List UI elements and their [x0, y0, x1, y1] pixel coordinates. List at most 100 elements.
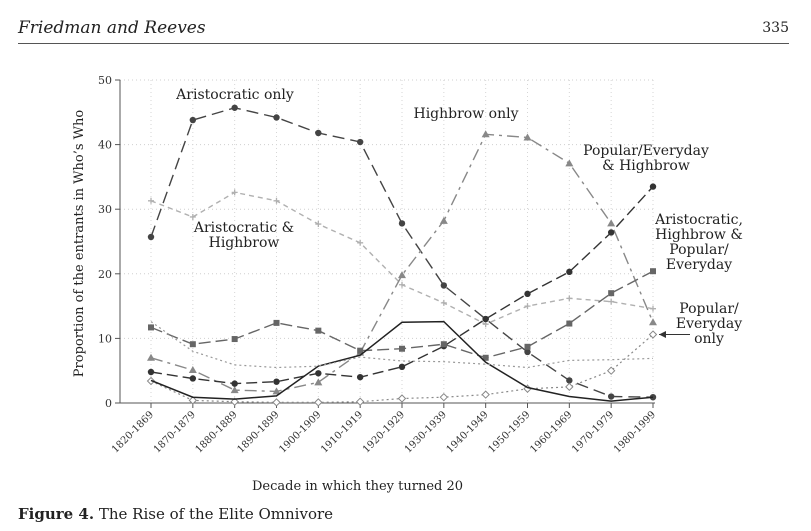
annotation-2-line-0: Popular/Everyday: [583, 143, 709, 159]
annotation-5-line-1: Everyday: [676, 316, 742, 332]
annotation-1-line-0: Highbrow only: [413, 106, 518, 122]
series-3-point-8: [482, 315, 489, 323]
y-tick-label-0: 0: [105, 397, 112, 410]
series-4-point-0: [148, 324, 154, 331]
series-2-point-9: [523, 133, 532, 141]
series-1-point-2: [231, 189, 238, 196]
page-number: 335: [762, 20, 789, 36]
series-4-point-5: [357, 347, 364, 354]
annotation-3-line-0: Aristocratic &: [193, 220, 294, 236]
series-5-point-4: [314, 398, 323, 407]
series-2-point-7: [439, 216, 448, 224]
series-4-point-1: [189, 341, 196, 348]
x-tick-label-4: 1900-1909: [277, 409, 323, 455]
x-axis-title: Decade in which they turned 20: [252, 479, 463, 494]
series-3-point-3: [273, 378, 280, 385]
series-0-point-4: [315, 129, 322, 137]
figure-title: The Rise of the Elite Omnivore: [98, 505, 334, 523]
series-4-point-7: [440, 341, 447, 348]
x-tick-label-3: 1890-1899: [235, 409, 281, 455]
series-1-point-11: [608, 298, 615, 305]
y-axis-title: Proportion of the entrants in Who’s Who: [72, 110, 87, 378]
annotation-5-arrow-head: [659, 331, 666, 339]
annotation-2-line-1: & Highbrow: [602, 158, 690, 174]
series-3-point-1: [189, 375, 197, 382]
series-line-6: [150, 320, 654, 402]
series-4-point-4: [315, 327, 322, 334]
annotation-5-line-0: Popular/: [679, 301, 739, 317]
series-1-point-12: [650, 305, 656, 312]
annotation-4-line-0: Aristocratic,: [654, 212, 743, 228]
series-4-point-10: [566, 320, 573, 327]
x-tick-label-9: 1950-1959: [486, 409, 532, 455]
series-3-point-11: [607, 229, 615, 236]
x-tick-label-7: 1930-1939: [403, 409, 449, 455]
series-1-point-5: [357, 239, 364, 246]
header-rule: [18, 43, 789, 44]
series-2-point-0: [147, 353, 155, 361]
x-tick-label-8: 1940-1949: [445, 409, 491, 455]
series-2-point-3: [272, 387, 281, 395]
series-1-point-4: [315, 221, 322, 228]
series-2-point-8: [481, 130, 490, 138]
annotation-0-line-0: Aristocratic only: [175, 87, 294, 103]
series-0-point-6: [398, 220, 406, 227]
series-2-point-11: [607, 219, 616, 227]
series-2-point-12: [649, 318, 657, 326]
annotation-4-line-2: Popular/: [669, 242, 729, 258]
series-4-point-12: [650, 268, 656, 275]
series-5-point-3: [272, 398, 281, 407]
y-tick-label-2: 20: [98, 268, 112, 281]
series-1-point-0: [148, 197, 154, 204]
line-chart: 0 10 20 30 40 50 1820-18691870-18791880-188918…: [72, 74, 743, 494]
series-5-point-10: [565, 382, 574, 392]
running-header-authors: Friedman and Reeves: [18, 18, 206, 38]
series-0-point-1: [189, 116, 197, 124]
series-5-point-7: [439, 392, 449, 402]
y-tick-label-5: 50: [98, 74, 112, 87]
series-4-point-9: [524, 343, 531, 350]
series-3-point-0: [147, 368, 155, 376]
series-0-point-11: [607, 393, 615, 400]
series-4-point-6: [399, 345, 405, 352]
series-line-7: [150, 321, 654, 369]
series-3-point-12: [649, 183, 657, 190]
series-1-point-9: [524, 303, 531, 310]
series-0-point-3: [273, 114, 280, 121]
x-tick-label-12: 1980-1999: [612, 409, 658, 455]
series-4-point-2: [231, 336, 238, 343]
y-tick-label-4: 40: [98, 139, 112, 152]
series-0-point-2: [231, 104, 238, 111]
y-tick-label-1: 10: [98, 332, 112, 345]
series-0-point-12: [649, 393, 657, 401]
series-5-point-2: [230, 397, 239, 406]
series-0-point-5: [356, 138, 364, 146]
y-tick-label-3: 30: [98, 203, 112, 216]
series-1-point-7: [440, 299, 447, 306]
series-0-point-10: [566, 377, 573, 384]
annotation-3-line-1: Highbrow: [209, 235, 280, 251]
figure-caption: Figure 4. The Rise of the Elite Omnivore: [18, 505, 333, 523]
series-3-point-4: [315, 370, 322, 377]
series-0-point-0: [147, 233, 155, 241]
series-3-point-10: [566, 268, 573, 276]
series-2-point-1: [188, 366, 197, 374]
series-5-point-5: [355, 397, 365, 406]
annotation-4-line-1: Highbrow &: [655, 227, 743, 243]
annotation-5-line-2: only: [694, 331, 724, 347]
series-5-point-6: [397, 394, 407, 403]
series-2-point-2: [230, 386, 239, 394]
x-tick-label-6: 1920-1929: [361, 409, 407, 455]
series-4-point-8: [482, 354, 489, 361]
figure-label: Figure 4.: [18, 505, 95, 523]
annotation-4-line-3: Everyday: [666, 257, 732, 273]
series-2-point-4: [314, 378, 323, 386]
series-3-point-2: [231, 380, 238, 387]
series-2-point-6: [398, 271, 406, 279]
series-1-point-1: [189, 213, 196, 220]
series-3-point-9: [524, 290, 531, 298]
series-1-point-6: [399, 281, 405, 288]
x-tick-label-0: 1820-1869: [110, 409, 156, 455]
x-tick-label-2: 1880-1889: [194, 409, 240, 455]
series-5-point-12: [648, 330, 658, 339]
